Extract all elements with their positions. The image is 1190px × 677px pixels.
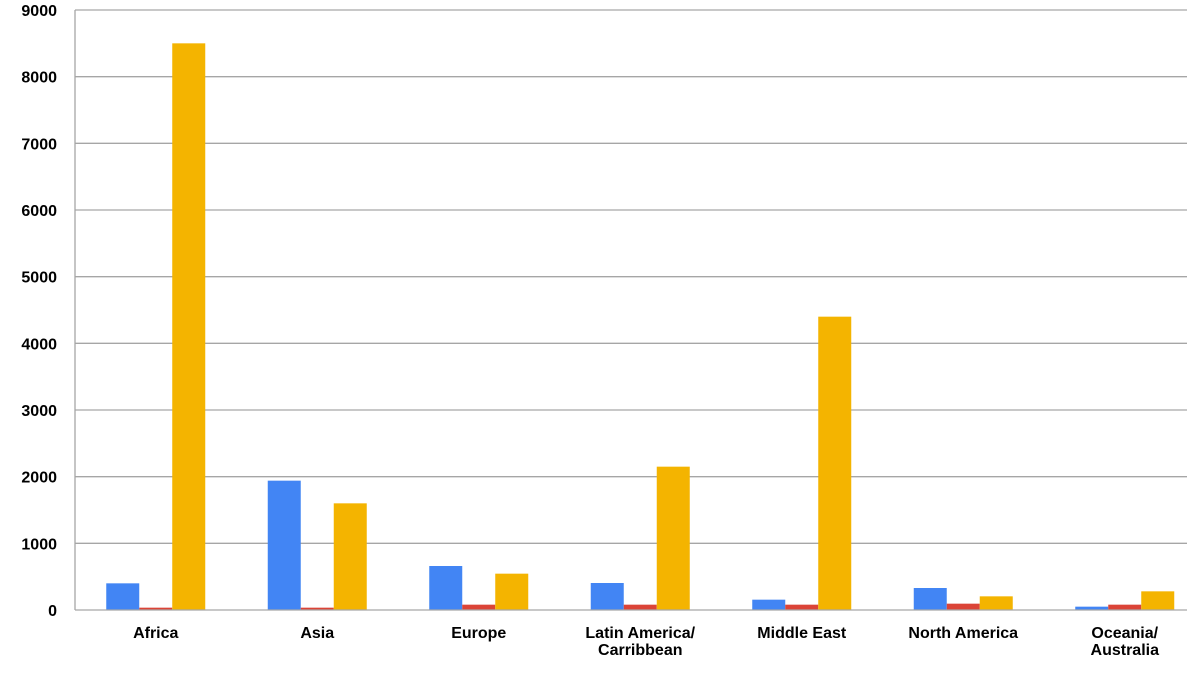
x-axis-category-labels: Africa Asia Europe Latin America/Carribbean… xyxy=(133,625,1159,659)
bar xyxy=(946,603,980,610)
y-tick-label: 1000 xyxy=(21,536,57,553)
y-tick-label: 5000 xyxy=(21,270,57,287)
y-tick-label: 6000 xyxy=(21,203,57,220)
bar xyxy=(267,480,301,610)
y-tick-label: 4000 xyxy=(21,336,57,353)
bar xyxy=(139,607,173,610)
y-tick-label: 2000 xyxy=(21,470,57,487)
bar xyxy=(106,583,140,610)
x-category-label: Asia xyxy=(300,625,334,642)
x-category-label: Australia xyxy=(1091,642,1160,659)
x-category-label: Carribbean xyxy=(598,642,682,659)
bar xyxy=(495,573,529,610)
y-axis-tick-labels: 0 1000 2000 3000 4000 5000 6000 7000 8000 9000 xyxy=(21,3,57,620)
x-category-label: Middle East xyxy=(757,625,847,642)
x-category-label: North America xyxy=(908,625,1018,642)
y-tick-label: 9000 xyxy=(21,3,57,20)
bar xyxy=(623,604,657,610)
bar xyxy=(429,566,463,610)
bar xyxy=(752,599,786,610)
bar xyxy=(462,604,496,610)
bar xyxy=(333,503,367,610)
y-tick-label: 0 xyxy=(48,603,57,620)
bar xyxy=(1075,606,1109,610)
bar xyxy=(172,43,206,611)
bar xyxy=(1141,591,1175,610)
y-tick-label: 7000 xyxy=(21,136,57,153)
bar xyxy=(590,583,624,610)
y-tick-label: 3000 xyxy=(21,403,57,420)
bars xyxy=(106,43,1175,611)
axes xyxy=(74,10,1187,611)
bar xyxy=(656,466,690,610)
bar xyxy=(1108,604,1142,610)
bar xyxy=(979,596,1013,610)
x-category-label: Europe xyxy=(451,625,506,642)
gridlines xyxy=(75,9,1187,544)
bar xyxy=(300,607,334,610)
x-category-label: Africa xyxy=(133,625,178,642)
x-category-label: Latin America/ xyxy=(585,625,695,642)
bar xyxy=(785,604,819,610)
x-category-label: Oceania/ xyxy=(1091,625,1158,642)
bar xyxy=(913,588,947,610)
bar xyxy=(818,316,852,610)
y-tick-label: 8000 xyxy=(21,70,57,87)
